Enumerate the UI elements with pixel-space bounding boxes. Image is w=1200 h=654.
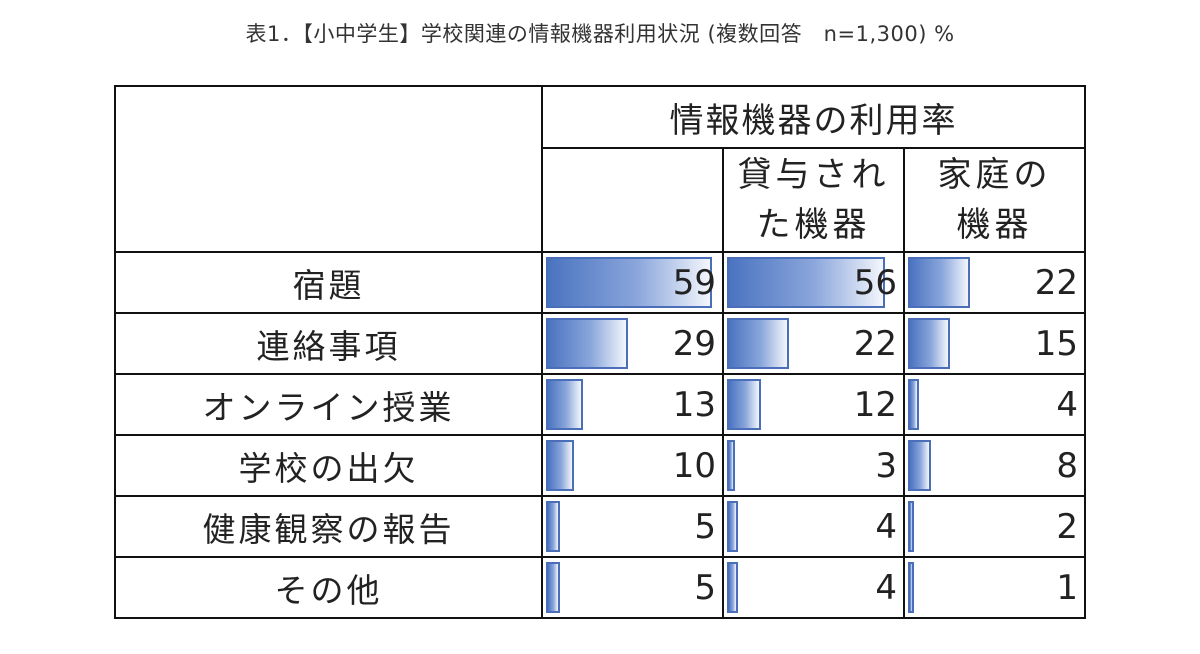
value-loaned: 3 <box>875 445 897 486</box>
value-cell-loaned: 22 <box>722 312 905 375</box>
header-home-devices: 家庭の 機器 <box>902 147 1087 253</box>
data-bar-total <box>546 501 560 552</box>
data-bar-total <box>546 440 574 491</box>
value-home: 22 <box>1034 262 1079 303</box>
row-label: 連絡事項 <box>114 312 543 375</box>
value-total: 5 <box>694 567 716 608</box>
corner-cell <box>114 85 543 253</box>
value-cell-total: 5 <box>541 556 724 619</box>
value-home: 8 <box>1056 445 1079 486</box>
value-loaned: 22 <box>853 323 897 364</box>
table-caption: 表1．【小中学生】学校関連の情報機器利用状況 (複数回答 n=1,300) % <box>245 22 955 46</box>
value-total: 10 <box>672 445 716 486</box>
data-bar-loaned <box>727 318 789 369</box>
header-loaned-devices: 貸与され た機器 <box>722 147 905 253</box>
data-bar-loaned <box>727 562 738 613</box>
value-cell-loaned: 12 <box>722 373 905 436</box>
row-label: 学校の出欠 <box>114 434 543 497</box>
row-label: 健康観察の報告 <box>114 495 543 558</box>
value-cell-loaned: 4 <box>722 495 905 558</box>
value-cell-home: 2 <box>902 495 1087 558</box>
row-label: 宿題 <box>114 251 543 314</box>
data-bar-loaned <box>727 501 738 552</box>
value-total: 13 <box>672 384 716 425</box>
data-bar-home <box>908 257 970 308</box>
table-row: オンライン授業 13 12 4 <box>114 373 1087 436</box>
data-bar-total <box>546 318 628 369</box>
value-cell-total: 59 <box>541 251 724 314</box>
header-total <box>541 147 724 253</box>
table-row: 連絡事項 29 22 15 <box>114 312 1087 375</box>
value-cell-loaned: 56 <box>722 251 905 314</box>
data-bar-home <box>908 318 950 369</box>
value-cell-total: 13 <box>541 373 724 436</box>
header-loaned-line1: 貸与され <box>737 155 890 195</box>
data-bar-total <box>546 257 712 308</box>
value-cell-home: 15 <box>902 312 1087 375</box>
value-home: 4 <box>1056 384 1079 425</box>
value-home: 15 <box>1034 323 1079 364</box>
data-bar-home <box>908 379 919 430</box>
header-home-line1: 家庭の <box>937 155 1052 195</box>
table-row: 健康観察の報告 5 4 2 <box>114 495 1087 558</box>
data-bar-total <box>546 379 583 430</box>
value-cell-loaned: 4 <box>722 556 905 619</box>
usage-table: 情報機器の利用率 貸与され た機器 家庭の 機器 宿題 59 56 22 連絡事項 29 2… <box>114 85 1087 619</box>
value-loaned: 12 <box>853 384 897 425</box>
header-usage-rate: 情報機器の利用率 <box>540 85 1087 149</box>
value-loaned: 56 <box>853 262 897 303</box>
value-total: 5 <box>694 506 716 547</box>
value-cell-loaned: 3 <box>722 434 905 497</box>
data-bar-home <box>908 440 931 491</box>
value-total: 29 <box>672 323 716 364</box>
value-cell-home: 4 <box>902 373 1087 436</box>
row-label: その他 <box>114 556 543 619</box>
value-home: 2 <box>1056 506 1079 547</box>
value-home: 1 <box>1056 567 1079 608</box>
data-bar-home <box>908 562 914 613</box>
table-row: その他 5 4 1 <box>114 556 1087 619</box>
value-cell-total: 5 <box>541 495 724 558</box>
header-loaned-line2: た機器 <box>756 205 871 245</box>
table-row: 宿題 59 56 22 <box>114 251 1087 314</box>
value-cell-home: 8 <box>902 434 1087 497</box>
header-home-line2: 機器 <box>956 205 1033 245</box>
data-bar-loaned <box>727 440 735 491</box>
row-label: オンライン授業 <box>114 373 543 436</box>
value-loaned: 4 <box>875 506 897 547</box>
data-bar-loaned <box>727 379 761 430</box>
value-total: 59 <box>672 262 716 303</box>
data-bar-home <box>908 501 914 552</box>
value-cell-total: 10 <box>541 434 724 497</box>
data-bar-total <box>546 562 560 613</box>
value-cell-home: 1 <box>902 556 1087 619</box>
data-bar-loaned <box>727 257 885 308</box>
value-cell-total: 29 <box>541 312 724 375</box>
table-row: 学校の出欠 10 3 8 <box>114 434 1087 497</box>
value-loaned: 4 <box>875 567 897 608</box>
value-cell-home: 22 <box>902 251 1087 314</box>
